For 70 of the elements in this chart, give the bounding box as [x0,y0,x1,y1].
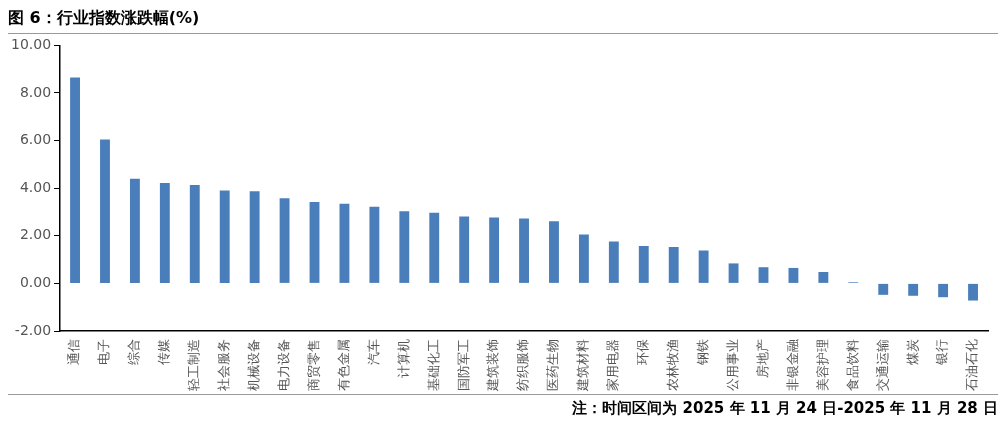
x-tick-label: 社会服务 [216,339,232,391]
bar [219,190,230,283]
bar [878,283,889,295]
x-tick-label: 非银金融 [784,339,800,391]
x-tick-label: 建筑材料 [575,339,591,392]
bar [279,198,290,283]
x-tick-label: 房地产 [754,339,770,378]
bar [728,263,739,283]
x-tick-label: 商贸零售 [305,339,321,391]
bar [578,234,589,283]
x-tick-label: 食品饮料 [844,339,860,391]
x-tick-label: 农林牧渔 [665,339,681,391]
x-tick-label: 传媒 [156,339,172,365]
x-tick-label: 交通运输 [874,339,890,391]
y-tick-label: 4.00 [19,178,52,195]
bar [908,283,919,296]
bar [608,241,619,283]
bar [818,271,829,283]
text: 注：时间区间为 2025 年 11 月 24 日-2025 年 11 月 28 日 [572,399,998,417]
bar [70,77,80,283]
bar [429,212,440,283]
x-tick-label: 建筑装饰 [485,339,501,392]
bar [788,267,799,283]
x-tick-label: 电力设备 [275,339,291,391]
bar [459,216,470,283]
y-tick-label: 10.00 [10,36,52,53]
x-tick-label: 纺织服饰 [515,339,531,391]
x-tick-label: 通信 [66,339,82,365]
bar [100,139,110,283]
x-tick-label: 石油石化 [964,339,980,391]
bar [968,283,978,301]
bar [189,185,200,283]
bar [249,191,260,283]
x-tick-label: 电子 [96,339,112,365]
bar [399,211,410,283]
bar [938,283,949,298]
x-tick-label: 钢铁 [695,339,711,366]
x-tick-label: 有色金属 [335,339,351,391]
x-tick-label: 银行 [934,339,950,366]
bar [129,178,140,283]
y-tick-label: -2.00 [14,321,52,338]
bar [339,203,350,283]
bar [519,218,529,283]
x-tick-label: 汽车 [365,339,381,365]
chart-title: 图 6：行业指数涨跌幅(%) [8,8,998,34]
y-tick-label: 2.00 [19,226,52,243]
bar [698,250,709,283]
bar [309,202,320,283]
x-tick-label: 基础化工 [425,339,441,391]
bar [668,246,679,283]
bar [489,217,500,283]
y-tick-label: 6.00 [19,131,52,148]
x-tick-label: 轻工制造 [186,339,202,391]
x-tick-label: 公用事业 [724,339,740,391]
x-tick-label: 煤炭 [904,339,920,365]
x-tick-label: 国防军工 [455,339,471,391]
x-tick-label: 美容护理 [814,339,830,391]
bar [159,182,170,283]
x-tick-label: 计算机 [395,339,411,378]
x-tick-label: 机械设备 [246,339,262,391]
bar [638,246,649,283]
bar [369,206,380,283]
bar [758,267,769,283]
y-tick-label: 8.00 [19,83,52,100]
x-tick-label: 医药生物 [545,339,561,391]
x-tick-label: 家用电器 [605,339,621,391]
x-tick-label: 综合 [126,339,142,365]
x-tick-label: 环保 [635,339,651,365]
y-tick-label: 0.00 [19,274,52,291]
bar [549,221,559,283]
